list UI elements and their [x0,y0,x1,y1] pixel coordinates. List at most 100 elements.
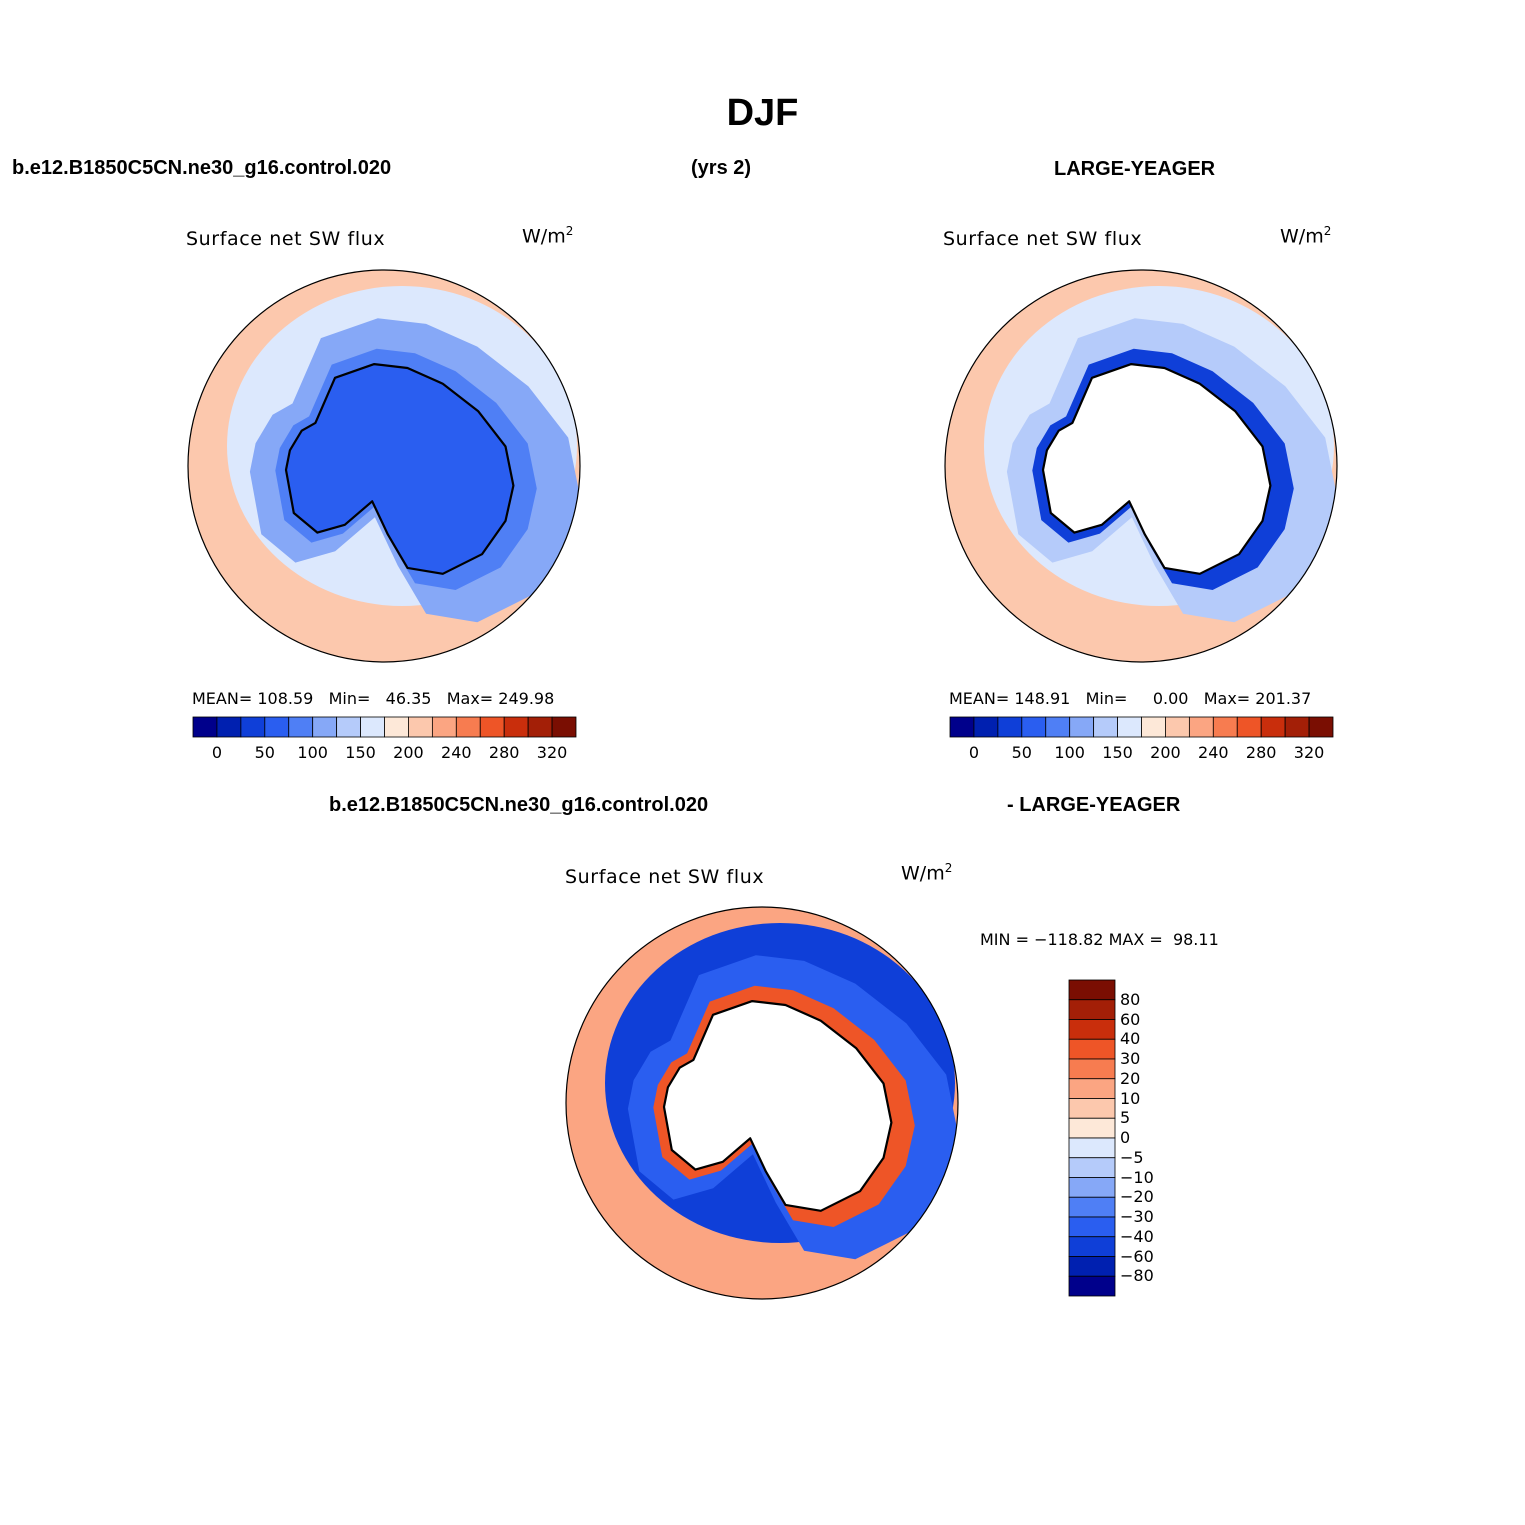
colorbar-box [1212,716,1238,738]
obs-name-label: LARGE-YEAGER [1054,158,1216,180]
colorbar-tick-label: −30 [1120,1207,1154,1226]
colorbar-box [264,716,290,738]
colorbar-tick-label: −40 [1120,1226,1154,1246]
colorbar-box [1284,716,1310,738]
colorbar-box [1141,716,1166,738]
colorbar-box [1068,979,1116,1001]
colorbar-box [1068,1196,1116,1218]
colorbar-tick-label: −60 [1120,1246,1154,1266]
colorbar-box [1068,1137,1116,1159]
diff-case-name-label: b.e12.B1850C5CN.ne30_g16.control.020 [329,794,709,816]
years-label: (yrs 2) [691,157,752,179]
colorbar-tick-label: 240 [1198,743,1229,762]
panel1-stats: MEAN= 108.59 Min= 46.35 Max= 249.98 [192,689,555,708]
colorbar-box [503,716,529,738]
colorbar-box [1093,716,1118,738]
map-boundary [187,269,581,663]
panel2-stats: MEAN= 148.91 Min= 0.00 Max= 201.37 [949,689,1312,708]
colorbar-tick-label: 0 [968,743,980,762]
panel3-colorbar [1068,979,1116,1297]
colorbar-box [1068,1098,1116,1119]
panel1-subtitle: Surface net SW flux [186,228,386,250]
colorbar-box [1068,1038,1116,1060]
colorbar-tick-label: 240 [441,743,472,762]
colorbar-box [360,716,385,738]
colorbar-tick-label: 20 [1120,1068,1141,1088]
colorbar-box [551,716,577,738]
colorbar-tick-label: 280 [488,743,520,762]
colorbar-tick-label: 30 [1120,1049,1141,1068]
colorbar-tick-label: 50 [1011,743,1032,762]
case-name-label: b.e12.B1850C5CN.ne30_g16.control.020 [12,157,392,179]
panel2-colorbar [949,716,1334,738]
colorbar-box [1069,716,1095,738]
colorbar-tick-label: 10 [1120,1088,1141,1108]
colorbar-tick-label: −80 [1120,1266,1154,1286]
colorbar-box [1117,716,1142,738]
colorbar-box [1068,1177,1116,1198]
panel1-colorbar-ticks: 0 50 100 150 200 240 280 320 [193,743,576,765]
map-boundary [565,906,959,1300]
colorbar-box [408,716,433,738]
colorbar-box [288,716,314,738]
colorbar-box [1068,1117,1116,1139]
colorbar-tick-label: 50 [254,743,275,762]
colorbar-tick-label: 320 [536,743,568,762]
panel3-subtitle: Surface net SW flux [565,866,765,888]
region-antarctic-continent [284,362,515,575]
colorbar-tick-label: 200 [393,743,424,762]
panel2-units: W/m2 [1280,224,1332,248]
colorbar-box [240,716,266,738]
colorbar-tick-label: 5 [1120,1108,1131,1128]
colorbar-tick-label: −10 [1120,1167,1154,1187]
panel1-units: W/m2 [522,224,574,248]
colorbar-box [1068,1216,1116,1238]
region-antarctic-continent [1041,362,1272,575]
colorbar-tick-label: 40 [1120,1029,1141,1049]
colorbar-box [1308,716,1334,738]
colorbar-box [1068,999,1116,1020]
panel3-units: W/m2 [901,861,953,885]
colorbar-box [1068,1157,1116,1178]
figure-title: DJF [726,92,799,134]
panel3-polar-map [565,906,959,1300]
colorbar-box [1068,1256,1116,1277]
colorbar-box [1068,1019,1116,1040]
colorbar-box [1045,716,1071,738]
colorbar-tick-label: −5 [1120,1147,1144,1167]
colorbar-tick-label: −20 [1120,1187,1154,1207]
colorbar-tick-label: 100 [297,743,328,762]
colorbar-box [431,716,457,738]
colorbar-tick-label: 100 [1054,743,1085,762]
colorbar-box [216,716,242,738]
colorbar-tick-label: 0 [211,743,223,762]
colorbar-box [949,716,975,738]
colorbar-tick-label: 320 [1293,743,1325,762]
colorbar-box [997,716,1023,738]
colorbar-box [1068,1275,1116,1297]
colorbar-box [1188,716,1214,738]
colorbar-box [1236,716,1262,738]
colorbar-box [1068,1078,1116,1099]
panel3-colorbar-ticks: 80 60 40 30 20 10 5 0 −5 −10 −20 −30 −40 −60 −80 [1120,980,1180,1296]
colorbar-box [973,716,999,738]
colorbar-box [1165,716,1190,738]
colorbar-tick-label: 280 [1245,743,1277,762]
colorbar-box [1068,1058,1116,1080]
colorbar-box [384,716,409,738]
colorbar-tick-label: 80 [1120,989,1141,1009]
map-boundary [944,269,1338,663]
panel2-polar-map [944,269,1338,663]
colorbar-tick-label: 200 [1150,743,1181,762]
colorbar-tick-label: 0 [1120,1128,1131,1147]
panel1-polar-map [187,269,581,663]
panel2-subtitle: Surface net SW flux [943,228,1143,250]
colorbar-box [312,716,338,738]
colorbar-box [1021,716,1047,738]
colorbar-box [455,716,481,738]
colorbar-tick-label: 60 [1120,1009,1141,1029]
colorbar-box [1068,1236,1116,1257]
colorbar-box [527,716,553,738]
panel3-stats: MIN = −118.82 MAX = 98.11 [980,930,1219,949]
